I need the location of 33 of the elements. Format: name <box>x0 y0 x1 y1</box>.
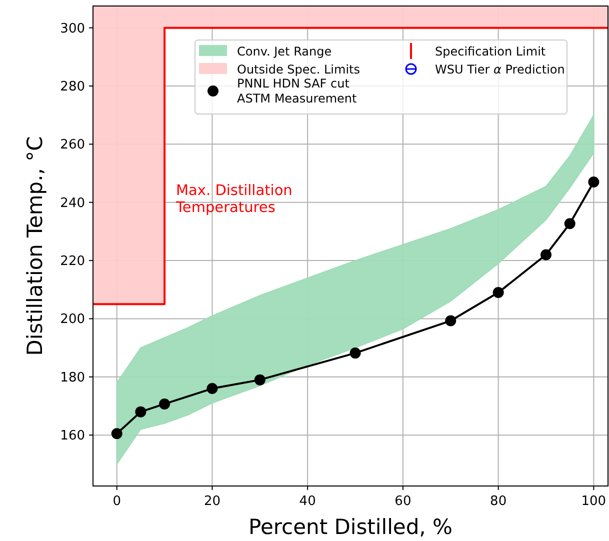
point <box>111 428 122 440</box>
legend-label: PNNL HDN SAF cut ASTM Measurement <box>237 76 357 106</box>
x-tick-label: 0 <box>112 494 121 509</box>
point <box>135 406 146 418</box>
x-tick-label: 80 <box>490 494 507 509</box>
point <box>445 315 456 326</box>
legend-label: Conv. Jet Range <box>237 44 332 58</box>
x-tick-label: 100 <box>581 494 606 509</box>
point <box>254 374 266 386</box>
legend-label: WSU Tier α Prediction <box>435 62 565 76</box>
x-tick-label: 40 <box>299 494 316 509</box>
annotation: Max. Distillation Temperatures <box>175 183 292 216</box>
legend-label: Outside Spec. Limits <box>237 62 360 76</box>
y-tick-label: 180 <box>60 370 85 386</box>
x-tick-label: 20 <box>204 494 220 509</box>
y-tick-label: 240 <box>60 196 85 211</box>
point <box>350 348 361 359</box>
y-tick-label: 160 <box>60 428 85 444</box>
x-tick-label: 60 <box>394 494 412 509</box>
point <box>540 249 552 260</box>
point <box>159 398 170 410</box>
y-tick-label: 300 <box>60 21 85 36</box>
point <box>588 176 600 188</box>
y-tick-label: 260 <box>60 138 85 153</box>
y-tick-label: 280 <box>60 80 85 94</box>
y-axis-title: Distillation Temp., °C <box>23 136 47 356</box>
point <box>564 218 576 230</box>
point <box>206 383 218 394</box>
x-axis-title: Percent Distilled, % <box>248 515 452 539</box>
y-tick-label: 220 <box>60 254 85 270</box>
point <box>492 287 504 298</box>
legend-label: Specification Limit <box>435 44 546 58</box>
y-tick-label: 200 <box>60 312 85 328</box>
